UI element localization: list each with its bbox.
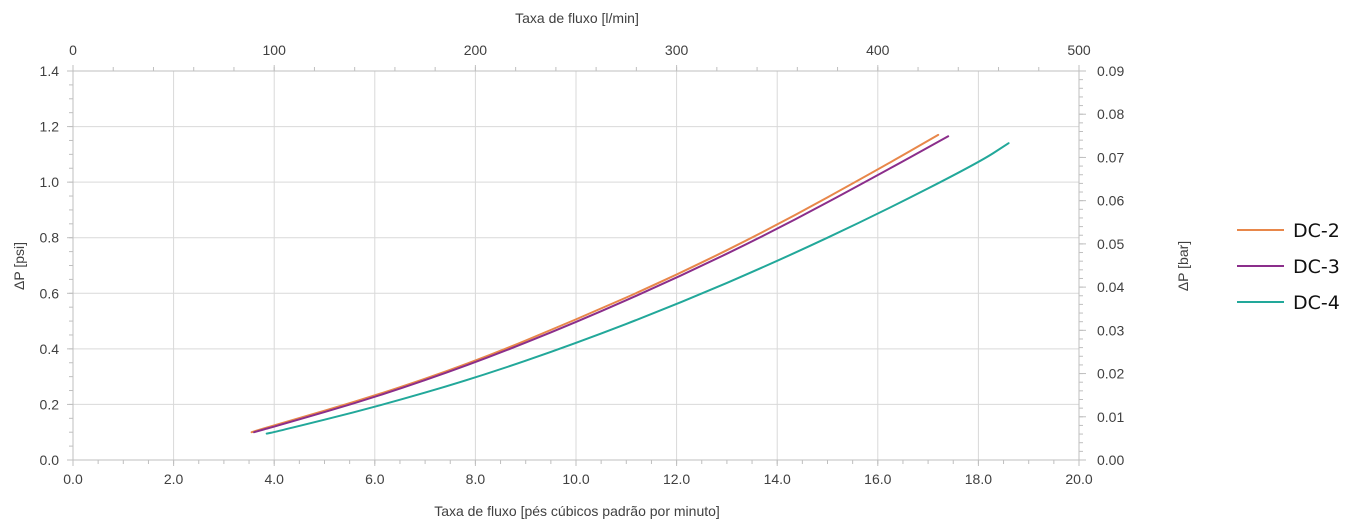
legend-label-dc-2: DC-2 [1293, 220, 1340, 242]
y-axis-right-title: ΔP [bar] [1175, 241, 1191, 291]
y-right-tick-label: 0.04 [1097, 279, 1124, 295]
y-left-tick-label: 0.2 [40, 396, 60, 412]
series-line-dc-2 [250, 133, 940, 434]
x-top-tick-label: 400 [866, 42, 890, 58]
x-top-tick-label: 300 [665, 42, 689, 58]
y-right-tick-label: 0.08 [1097, 106, 1124, 122]
x-bottom-tick-label: 12.0 [663, 471, 690, 487]
x-bottom-tick-label: 10.0 [562, 471, 589, 487]
x-top-tick-label: 200 [464, 42, 488, 58]
legend: DC-2 DC-3 DC-4 [1237, 220, 1340, 314]
y-right-tick-label: 0.03 [1097, 322, 1124, 338]
y-axis-left-title: ΔP [psi] [11, 242, 27, 290]
y-left-tick-label: 1.4 [40, 63, 60, 79]
x-axis-top: 0 100 200 300 400 500 [69, 42, 1091, 71]
x-axis-top-title: Taxa de fluxo [l/min] [515, 10, 639, 26]
y-right-tick-label: 0.07 [1097, 149, 1124, 165]
series-line-dc-4 [265, 142, 1010, 435]
y-axis-left: 0.0 0.2 0.4 0.6 0.8 1.0 1.2 1.4 [40, 63, 73, 468]
y-right-tick-label: 0.02 [1097, 366, 1124, 382]
y-left-tick-label: 0.4 [40, 341, 60, 357]
y-left-tick-label: 0.0 [40, 452, 60, 468]
y-left-tick-label: 0.8 [40, 230, 60, 246]
x-bottom-tick-label: 20.0 [1065, 471, 1092, 487]
x-bottom-tick-label: 18.0 [965, 471, 992, 487]
x-axis-bottom: 0.0 2.0 4.0 6.0 8.0 10.0 12.0 14.0 16.0 18.0 20.0 [63, 460, 1093, 487]
y-right-tick-label: 0.01 [1097, 409, 1124, 425]
x-bottom-tick-label: 6.0 [365, 471, 385, 487]
y-left-tick-label: 1.0 [40, 174, 60, 190]
y-axis-right: 0.00 0.01 0.02 0.03 0.04 0.05 0.06 0.07 0.08 0.09 [1079, 63, 1124, 468]
series-lines [250, 133, 1010, 435]
x-bottom-tick-label: 16.0 [864, 471, 891, 487]
legend-label-dc-3: DC-3 [1293, 256, 1340, 278]
y-right-tick-label: 0.06 [1097, 193, 1124, 209]
minor-ticks [69, 67, 1083, 464]
y-left-tick-label: 0.6 [40, 285, 60, 301]
y-left-tick-label: 1.2 [40, 119, 60, 135]
grid [73, 71, 1079, 460]
y-right-tick-label: 0.09 [1097, 63, 1124, 79]
x-top-tick-label: 100 [263, 42, 287, 58]
x-bottom-tick-label: 0.0 [63, 471, 83, 487]
x-bottom-tick-label: 4.0 [264, 471, 284, 487]
series-line-dc-3 [253, 135, 950, 434]
legend-label-dc-4: DC-4 [1293, 292, 1340, 314]
y-right-tick-label: 0.05 [1097, 236, 1124, 252]
x-bottom-tick-label: 8.0 [466, 471, 486, 487]
x-bottom-tick-label: 2.0 [164, 471, 184, 487]
x-top-tick-label: 0 [69, 42, 77, 58]
y-right-tick-label: 0.00 [1097, 452, 1124, 468]
x-bottom-tick-label: 14.0 [764, 471, 791, 487]
x-axis-bottom-title: Taxa de fluxo [pés cúbicos padrão por mi… [434, 503, 720, 519]
x-top-tick-label: 500 [1067, 42, 1091, 58]
